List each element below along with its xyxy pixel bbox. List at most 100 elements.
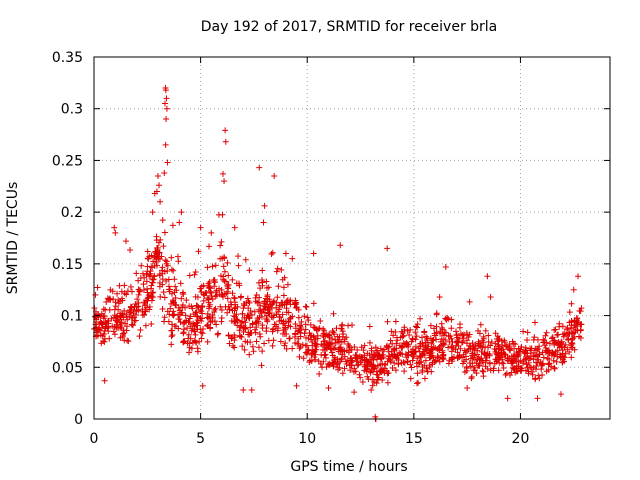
data-point [217,242,224,249]
data-point [457,345,464,352]
data-point [551,365,558,372]
data-point [333,325,340,332]
data-point [351,389,358,396]
data-point [405,349,412,356]
data-point [297,343,304,350]
data-point [218,286,225,293]
data-point [163,95,170,102]
data-point [135,277,142,284]
data-point [198,308,205,315]
data-point [354,362,361,369]
data-point [240,300,247,307]
data-point [164,268,171,275]
data-point [561,358,568,365]
data-point [474,347,481,354]
data-point [330,329,337,336]
data-point [366,339,373,346]
data-point [221,268,228,275]
data-point [539,371,546,378]
data-point [239,343,246,350]
data-point [92,291,99,298]
data-point [546,340,553,347]
data-point [373,380,380,387]
data-point [349,357,356,364]
data-point [284,299,291,306]
data-point [384,318,391,325]
data-point [163,278,170,284]
data-point [374,347,381,354]
data-point [574,317,581,324]
data-point [351,343,358,350]
data-point [468,375,475,382]
data-point [445,360,452,367]
data-point [388,328,395,335]
data-point [447,333,454,340]
data-point [441,329,448,336]
data-point [545,366,552,373]
data-point [174,253,181,260]
data-point [206,303,213,310]
data-point [157,236,164,243]
data-point [370,363,377,370]
data-point [520,328,527,335]
data-point [495,367,502,374]
data-point [217,303,224,310]
data-point [469,360,476,367]
data-point [232,313,239,320]
data-point [261,340,268,347]
data-point [269,326,276,333]
data-point [422,344,429,351]
data-point [313,327,320,334]
data-point [199,382,206,389]
data-point [255,279,262,286]
data-point [286,335,293,342]
data-point [524,329,531,336]
data-point [523,347,530,354]
data-point [128,304,135,311]
data-point [578,321,585,328]
data-point [395,360,402,367]
data-point [533,345,540,352]
data-point [115,306,122,313]
data-point [256,164,263,171]
data-point [359,379,366,386]
data-point [191,321,198,328]
data-point [466,342,473,349]
data-point [252,298,259,305]
data-point [513,365,520,372]
data-point [168,254,175,261]
data-point [384,245,391,252]
data-point [414,370,421,377]
data-point [228,301,235,308]
data-point [500,360,507,367]
data-point [566,309,573,316]
data-point [151,190,158,197]
data-point [530,349,537,356]
data-point [143,278,150,285]
data-point [562,350,569,357]
data-point [207,288,214,295]
data-point [191,328,198,335]
data-point [141,311,148,318]
data-point [112,229,119,236]
data-point [424,368,431,375]
data-point [159,276,166,283]
data-point [568,342,575,349]
data-point [471,364,478,371]
data-point [236,332,243,339]
data-point [504,395,511,402]
data-point [271,172,278,179]
y-tick-label: 0.35 [52,50,83,66]
data-point [542,344,549,351]
data-point [202,289,209,296]
data-point [302,321,309,328]
data-point [121,307,128,314]
data-point [303,342,310,349]
data-point [218,238,225,245]
data-point [413,333,420,340]
data-point [432,357,439,364]
data-point [522,367,529,374]
data-point [292,340,299,347]
data-point [229,276,236,283]
